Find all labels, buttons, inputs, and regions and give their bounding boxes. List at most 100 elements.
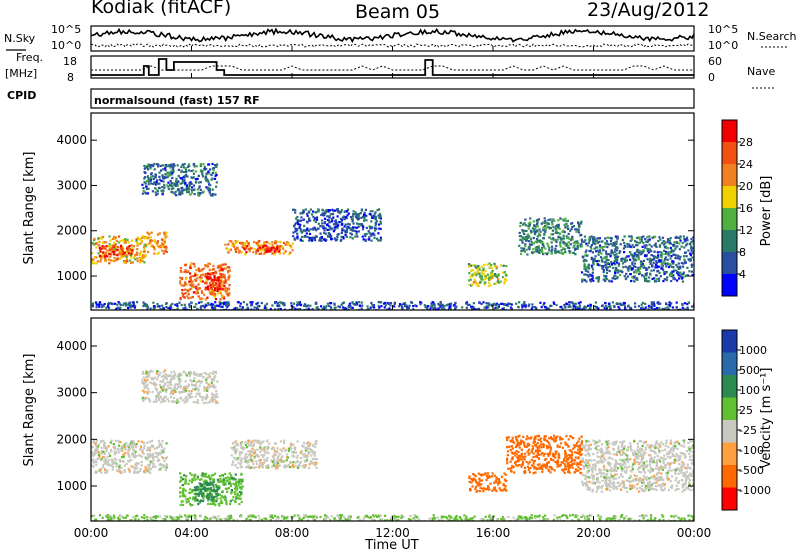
power-cell <box>561 307 564 310</box>
power-cell <box>523 301 526 304</box>
velocity-cell <box>189 378 192 382</box>
power-cell <box>214 287 217 290</box>
power-cell <box>112 245 115 248</box>
velocity-cell <box>197 503 200 506</box>
power-cell <box>550 304 553 307</box>
power-cell <box>659 275 662 278</box>
power-cell <box>110 247 113 251</box>
power-cell <box>199 280 202 283</box>
power-cell <box>320 305 323 308</box>
power-cell <box>142 187 145 190</box>
velocity-cell <box>310 454 313 457</box>
velocity-cell <box>283 439 286 442</box>
power-cell <box>661 307 664 310</box>
velocity-cell <box>214 396 217 399</box>
power-cell <box>294 209 297 212</box>
velocity-cell <box>189 472 192 475</box>
power-cell <box>161 243 164 246</box>
power-cell <box>197 174 200 177</box>
power-region <box>91 301 694 310</box>
velocity-cell <box>300 456 303 460</box>
velocity-cell <box>217 487 220 490</box>
power-cell <box>613 305 616 309</box>
power-cell <box>563 219 566 222</box>
power-cell <box>165 165 168 168</box>
power-cell <box>211 194 214 197</box>
power-cell <box>368 236 371 239</box>
velocity-cell <box>203 495 206 498</box>
velocity-cell <box>202 375 205 379</box>
velocity-cell <box>215 500 218 503</box>
power-cell <box>183 163 186 166</box>
power-cell <box>323 231 326 235</box>
velocity-cell <box>235 481 238 484</box>
velocity-cell <box>189 488 192 491</box>
velocity-cell <box>190 395 193 399</box>
power-cell <box>649 262 652 265</box>
power-cell <box>393 305 396 308</box>
power-cell <box>200 305 203 308</box>
velocity-cell <box>274 461 277 464</box>
power-cell <box>143 177 146 180</box>
power-cell <box>215 173 218 177</box>
power-cell <box>487 281 491 284</box>
power-cell <box>651 236 654 239</box>
power-cell <box>475 266 478 269</box>
velocity-cell <box>200 489 203 492</box>
velocity-cell <box>171 393 175 396</box>
power-cell <box>189 287 192 290</box>
power-cell <box>575 247 578 250</box>
power-cell <box>146 307 149 310</box>
velocity-cell <box>291 465 294 468</box>
power-cell <box>630 279 633 283</box>
velocity-cell <box>274 442 277 445</box>
power-cell <box>196 291 199 294</box>
velocity-cell <box>207 497 210 500</box>
velocity-cell <box>278 453 281 456</box>
power-cell <box>150 182 153 185</box>
velocity-cell <box>284 449 287 453</box>
power-cell <box>484 270 487 273</box>
velocity-cell <box>284 466 287 469</box>
power-cell <box>554 251 557 255</box>
power-cell <box>677 273 680 276</box>
power-cell <box>239 302 242 305</box>
velocity-cell <box>181 478 184 481</box>
velocity-cell <box>231 463 234 466</box>
power-cell <box>433 308 436 310</box>
velocity-cell <box>292 466 295 469</box>
power-cell <box>271 241 274 244</box>
velocity-cell <box>182 387 185 390</box>
power-cell <box>169 166 172 169</box>
velocity-cell <box>205 376 208 379</box>
power-cell <box>330 308 333 310</box>
velocity-cell <box>97 453 100 456</box>
velocity-cell <box>179 491 182 494</box>
power-cell <box>568 250 571 253</box>
power-cell <box>291 242 294 245</box>
power-cell <box>476 270 479 273</box>
power-cell <box>493 274 496 277</box>
power-cell <box>637 251 640 254</box>
power-cell <box>489 266 492 269</box>
velocity-cell <box>141 379 144 382</box>
power-cell <box>243 245 247 248</box>
power-cell <box>492 308 495 310</box>
power-cell <box>507 302 510 305</box>
power-cell <box>483 283 486 286</box>
power-cell <box>372 215 375 218</box>
power-cell <box>177 168 180 171</box>
power-cell <box>160 179 163 182</box>
power-cell <box>689 257 692 261</box>
velocity-region <box>91 439 169 475</box>
power-cell <box>370 301 373 305</box>
power-cell <box>315 306 318 309</box>
velocity-cell <box>167 381 171 384</box>
velocity-cell <box>162 457 165 460</box>
velocity-cell <box>233 491 236 494</box>
power-cell <box>246 306 249 309</box>
power-cell <box>293 237 296 240</box>
power-cell <box>642 264 646 267</box>
power-cell <box>166 175 169 179</box>
